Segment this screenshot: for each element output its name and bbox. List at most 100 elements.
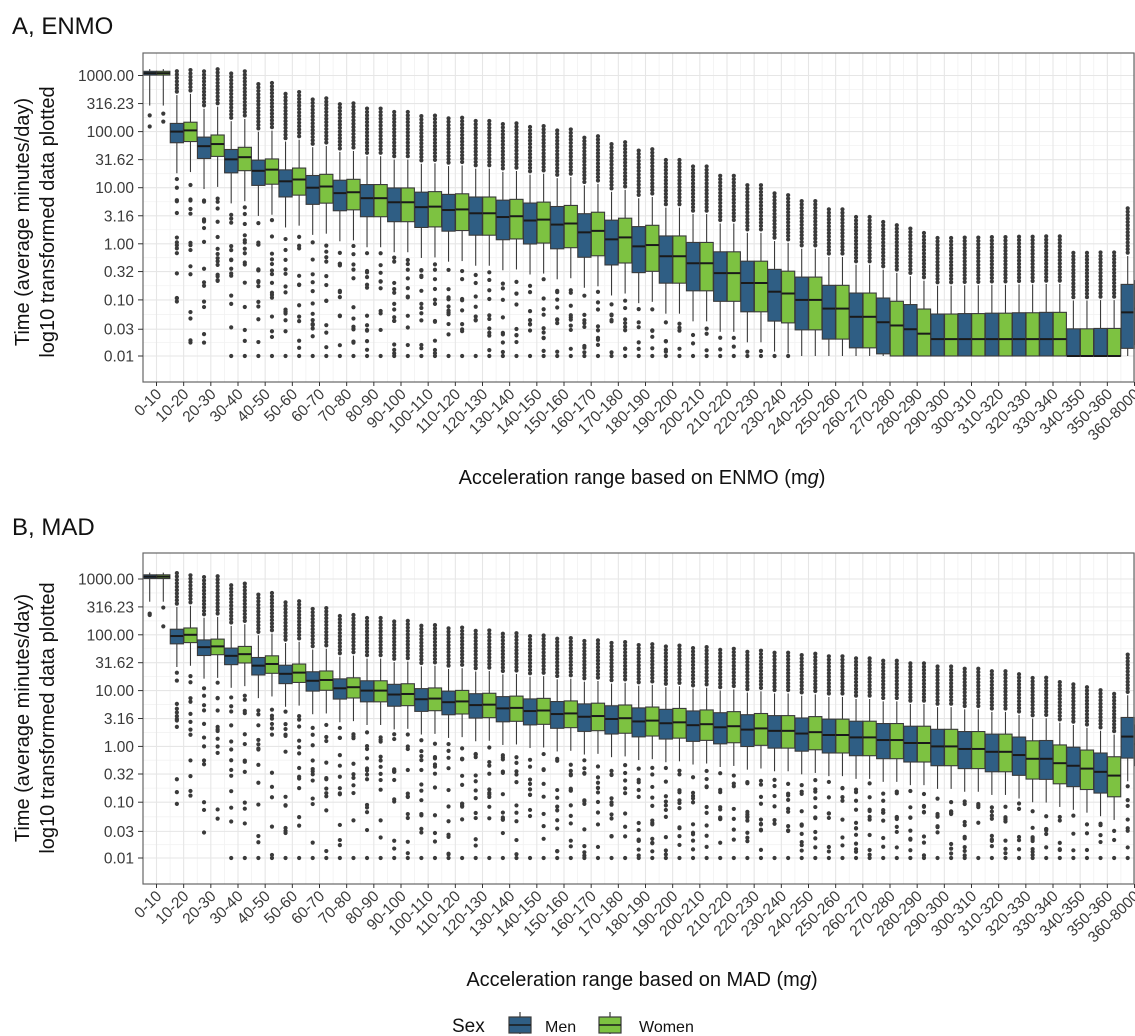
outlier-point: [853, 832, 859, 837]
outlier-point: [297, 714, 302, 719]
outlier-point: [731, 667, 736, 672]
y-tick-label: 316.23: [87, 599, 134, 616]
outlier-point: [242, 110, 247, 115]
outlier-point: [595, 675, 601, 680]
box-men-230-240: [767, 650, 782, 861]
outlier-point: [310, 240, 315, 245]
box: [278, 169, 293, 198]
outlier-point: [949, 235, 954, 241]
outlier-point: [527, 807, 533, 813]
outlier-point: [663, 185, 668, 190]
outlier-point: [269, 726, 275, 731]
outlier-point: [636, 646, 641, 651]
outlier-point: [229, 257, 234, 262]
outlier-point: [215, 728, 220, 734]
box-women-270-280: [889, 658, 904, 861]
outlier-point: [392, 280, 397, 286]
outlier-point: [962, 680, 967, 685]
outlier-point: [201, 76, 207, 81]
outlier-point: [1112, 284, 1117, 289]
outlier-point: [853, 855, 859, 861]
outlier-point: [799, 683, 804, 688]
outlier-point: [405, 353, 410, 359]
outlier-point: [636, 340, 641, 345]
outlier-point: [378, 622, 383, 627]
outlier-point: [297, 130, 302, 136]
outlier-point: [650, 328, 655, 333]
outlier-point: [1057, 855, 1062, 861]
outlier-point: [799, 209, 804, 214]
outlier-point: [786, 210, 791, 215]
outlier-point: [460, 321, 465, 327]
outlier-point: [867, 832, 872, 838]
outlier-point: [623, 346, 628, 351]
outlier-point: [595, 775, 601, 780]
outlier-point: [989, 265, 994, 270]
outlier-point: [201, 283, 207, 288]
outlier-point: [989, 245, 994, 250]
outlier-point: [949, 256, 954, 261]
outlier-point: [663, 178, 668, 183]
outlier-point: [786, 657, 791, 662]
outlier-point: [949, 664, 954, 669]
outlier-point: [527, 131, 533, 136]
outlier-point: [690, 679, 696, 685]
outlier-point: [541, 781, 546, 786]
outlier-point: [867, 248, 872, 254]
outlier-point: [337, 774, 342, 779]
outlier-point: [215, 816, 220, 821]
outlier-point: [636, 162, 641, 167]
outlier-point: [256, 85, 261, 90]
outlier-point: [283, 613, 288, 619]
outlier-point: [976, 269, 981, 274]
outlier-point: [460, 782, 465, 788]
outlier-point: [690, 353, 696, 359]
outlier-point: [813, 655, 818, 660]
box-women-250-260: [835, 654, 850, 861]
outlier-point: [378, 629, 383, 634]
outlier-point: [310, 141, 315, 146]
outlier-point: [786, 216, 791, 222]
outlier-point: [758, 203, 764, 208]
outlier-point: [704, 171, 709, 176]
outlier-point: [826, 795, 831, 800]
outlier-point: [188, 699, 193, 704]
outlier-point: [1030, 809, 1035, 814]
box-men-0-10: [142, 69, 157, 129]
outlier-point: [487, 641, 492, 647]
outlier-point: [405, 639, 410, 644]
outlier-point: [364, 636, 370, 641]
outlier-point: [324, 103, 329, 108]
outlier-point: [636, 320, 641, 325]
outlier-point: [555, 653, 560, 658]
box: [821, 284, 837, 340]
outlier-point: [826, 677, 831, 683]
outlier-point: [745, 855, 750, 861]
outlier-point: [840, 674, 845, 679]
outlier-point: [840, 244, 845, 249]
outlier-point: [337, 343, 342, 348]
outlier-point: [623, 320, 628, 326]
outlier-point: [1112, 828, 1117, 834]
outlier-point: [174, 296, 179, 301]
outlier-point: [269, 721, 275, 727]
outlier-point: [514, 279, 519, 284]
outlier-point: [1016, 672, 1022, 677]
outlier-point: [500, 315, 505, 320]
outlier-point: [256, 112, 261, 117]
outlier-point: [527, 283, 533, 288]
outlier-point: [677, 178, 682, 183]
outlier-point: [935, 684, 940, 689]
outlier-point: [432, 643, 438, 648]
outlier-point: [242, 595, 247, 600]
outlier-point: [256, 780, 261, 785]
outlier-point: [555, 663, 560, 668]
box-women-310-320: [998, 669, 1013, 861]
outlier-point: [392, 643, 397, 648]
outlier-point: [310, 610, 315, 615]
outlier-point: [473, 163, 478, 168]
outlier-point: [650, 672, 655, 677]
box-women-90-100: [400, 109, 415, 359]
outlier-point: [337, 295, 342, 300]
outlier-point: [745, 210, 750, 215]
